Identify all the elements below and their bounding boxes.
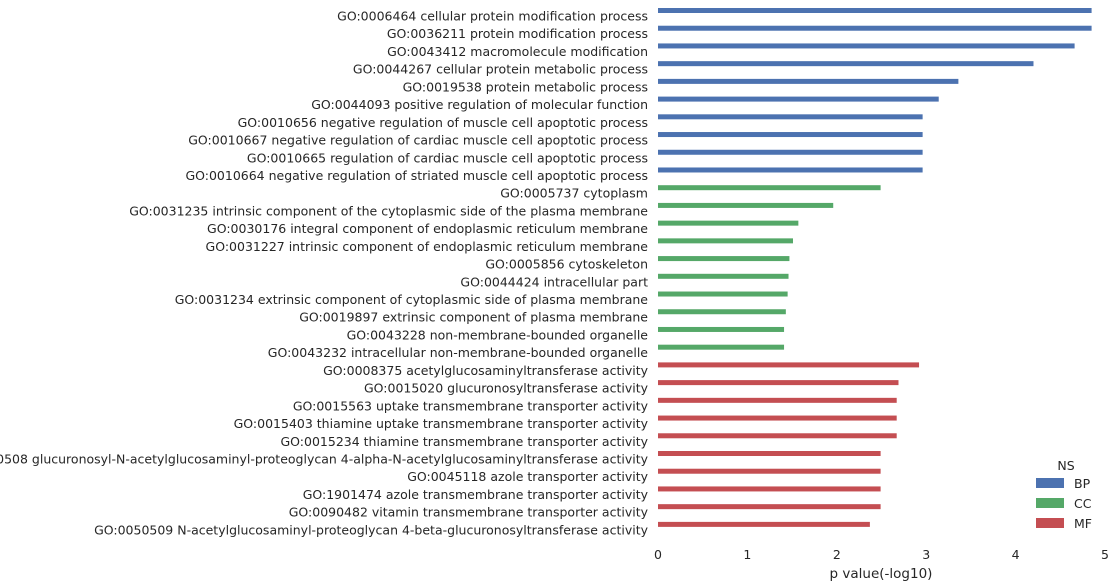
bar-bp (658, 96, 939, 102)
category-label: GO:0045118 azole transporter activity (407, 469, 648, 484)
x-tick-label: 5 (1101, 547, 1109, 562)
category-label: GO:0036211 protein modification process (387, 26, 648, 41)
x-axis: p value(-log10) 0 1 2 3 4 5 (654, 547, 1109, 582)
x-tick-label: 4 (1012, 547, 1020, 562)
bar-mf (658, 415, 897, 421)
bar-cc (658, 238, 793, 244)
legend: NS BP CC MF (1036, 458, 1092, 531)
bar-bp (658, 8, 1092, 13)
category-label: GO:0010667 negative regulation of cardia… (188, 133, 648, 148)
category-label: GO:0015403 thiamine uptake transmembrane… (234, 416, 649, 431)
bar-cc (658, 291, 788, 297)
category-label: GO:0050508 glucuronosyl-N-acetylglucosam… (0, 452, 649, 467)
category-label: GO:0015020 glucuronosyltransferase activ… (364, 381, 649, 396)
category-label: GO:0050509 N-acetylglucosaminyl-proteogl… (94, 522, 649, 537)
category-label: GO:0044267 cellular protein metabolic pr… (353, 62, 648, 77)
bar-mf (658, 433, 897, 439)
bar-bp (658, 43, 1075, 49)
category-label: GO:0010665 regulation of cardiac muscle … (247, 150, 648, 165)
bar-bp (658, 149, 923, 155)
legend-swatch-cc (1036, 498, 1064, 508)
category-label: GO:0031234 extrinsic component of cytopl… (175, 292, 649, 307)
category-label: GO:0044093 positive regulation of molecu… (311, 97, 648, 112)
category-label: GO:0015234 thiamine transmembrane transp… (281, 434, 649, 449)
category-label: GO:0015563 uptake transmembrane transpor… (293, 398, 649, 413)
category-label: GO:0031235 intrinsic component of the cy… (129, 203, 648, 218)
bar-bp (658, 167, 923, 173)
category-label: GO:0030176 integral component of endopla… (207, 221, 648, 236)
bar-bp (658, 132, 923, 138)
category-label: GO:0044424 intracellular part (460, 274, 648, 289)
category-label: GO:0019897 extrinsic component of plasma… (299, 310, 648, 325)
legend-label-mf: MF (1074, 516, 1092, 531)
legend-label-cc: CC (1074, 496, 1092, 511)
x-tick-label: 2 (833, 547, 841, 562)
bar-mf (658, 362, 920, 368)
bar-cc (658, 256, 790, 262)
category-label: GO:0008375 acetylglucosaminyltransferase… (323, 363, 648, 378)
bar-bp (658, 61, 1034, 67)
category-label: GO:0043228 non-membrane-bounded organell… (347, 327, 649, 342)
x-tick-label: 3 (922, 547, 930, 562)
x-tick-label: 1 (743, 547, 751, 562)
bar-cc (658, 220, 799, 226)
category-label: GO:0043232 intracellular non-membrane-bo… (268, 345, 649, 360)
bar-cc (658, 344, 785, 350)
category-label: GO:0010664 negative regulation of striat… (185, 168, 648, 183)
category-label: GO:0090482 vitamin transmembrane transpo… (289, 505, 649, 520)
bar-cc (658, 309, 786, 315)
legend-label-bp: BP (1074, 476, 1091, 491)
bars-layer (658, 8, 1092, 527)
category-label: GO:1901474 azole transmembrane transport… (303, 487, 649, 502)
legend-swatch-bp (1036, 478, 1064, 488)
category-label: GO:0043412 macromolecule modification (387, 44, 648, 59)
bar-mf (658, 451, 881, 456)
legend-title: NS (1057, 458, 1074, 473)
bar-mf (658, 380, 899, 386)
bar-mf (658, 468, 881, 474)
bar-cc (658, 273, 789, 279)
category-label: GO:0005856 cytoskeleton (485, 257, 648, 272)
bar-mf (658, 504, 881, 510)
bar-cc (658, 326, 785, 332)
category-label: GO:0005737 cytoplasm (500, 186, 648, 201)
bar-bp (658, 78, 959, 84)
category-label: GO:0031227 intrinsic component of endopl… (206, 239, 649, 254)
bar-cc (658, 185, 881, 191)
legend-swatch-mf (1036, 518, 1064, 528)
bar-mf (658, 486, 881, 492)
category-label: GO:0006464 cellular protein modification… (337, 9, 648, 24)
bar-mf (658, 521, 870, 527)
bar-bp (658, 114, 923, 120)
category-labels: GO:0006464 cellular protein modification… (0, 9, 649, 538)
bar-cc (658, 202, 834, 208)
category-label: GO:0019538 protein metabolic process (403, 79, 648, 94)
bar-mf (658, 397, 897, 403)
category-label: GO:0010656 negative regulation of muscle… (238, 115, 648, 130)
bar-bp (658, 25, 1092, 31)
x-tick-label: 0 (654, 547, 662, 562)
x-axis-label: p value(-log10) (830, 566, 933, 582)
